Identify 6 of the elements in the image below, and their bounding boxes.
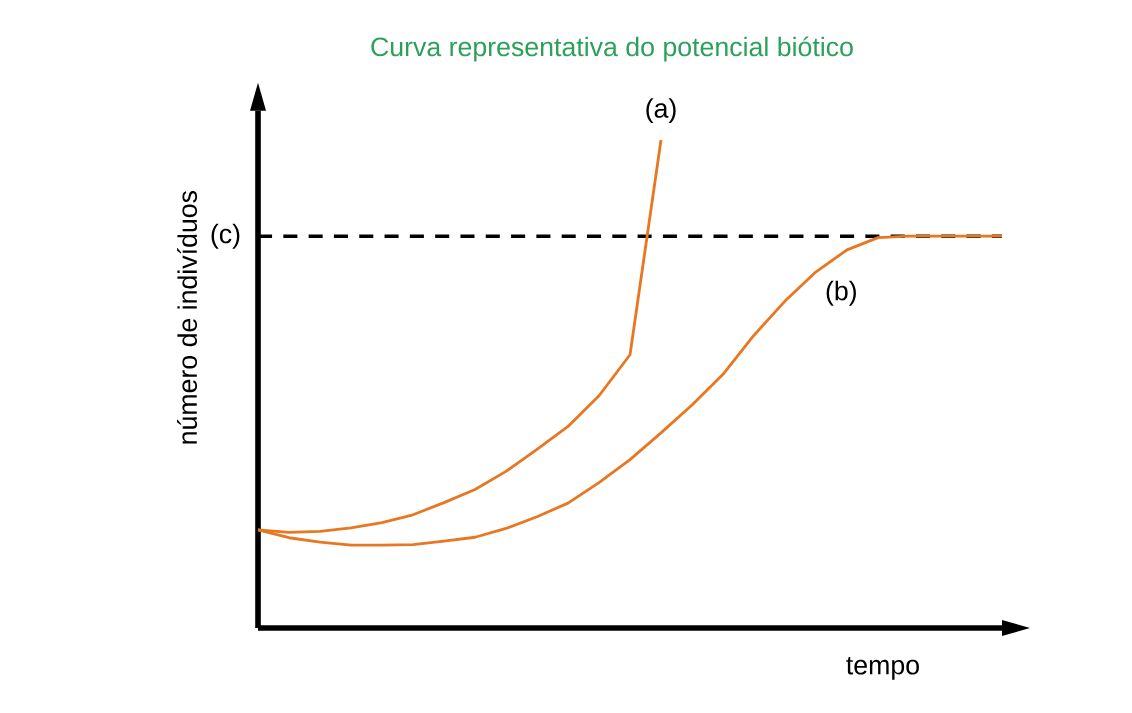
chart-title: Curva representativa do potencial biótico bbox=[371, 36, 853, 62]
ref-line-label: (c) bbox=[211, 223, 240, 249]
series-label: (b) bbox=[826, 280, 856, 306]
series-label: (a) bbox=[646, 98, 676, 124]
x-axis-title: tempo bbox=[846, 656, 919, 680]
y-axis-title: número de indivíduos bbox=[177, 191, 198, 444]
